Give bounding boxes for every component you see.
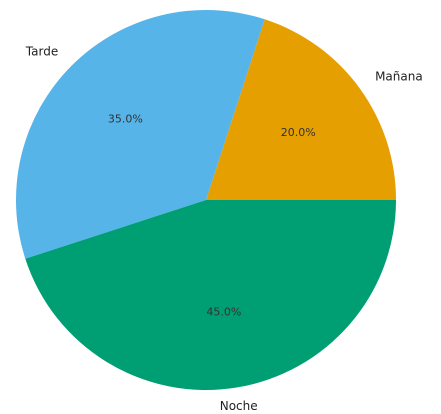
pie-slice-ma-ana <box>206 19 396 201</box>
pie-slice-tarde <box>16 9 265 259</box>
pie-percent-label: 45.0% <box>206 306 241 319</box>
pie-percent-label: 35.0% <box>108 112 143 125</box>
pie-category-label: Tarde <box>25 45 58 59</box>
pie-category-label: Noche <box>220 399 258 413</box>
pie-category-label: Mañana <box>375 70 423 84</box>
pie-percent-label: 20.0% <box>281 126 316 139</box>
pie-slice-noche <box>25 200 397 391</box>
